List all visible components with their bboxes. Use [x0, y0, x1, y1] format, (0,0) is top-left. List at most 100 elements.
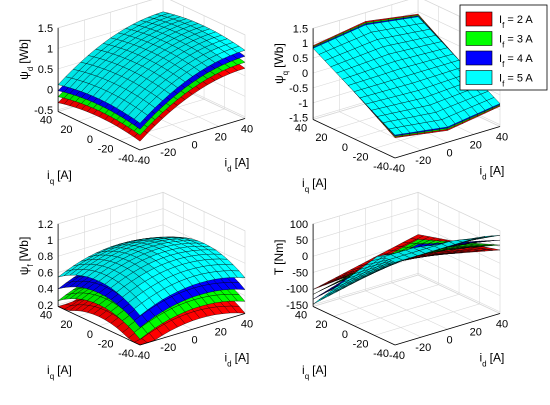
y-tick-label: 0	[87, 329, 93, 341]
z-axis-label: T[Nm]	[272, 239, 286, 275]
z-tick-label: 100	[290, 219, 308, 231]
y-tick-label: -20	[353, 338, 369, 350]
z-tick-label: -1	[298, 98, 308, 110]
x-axis-label: id [A]	[225, 350, 250, 368]
axis-labels: ψd[Wb] iq [A] id [A]	[17, 39, 249, 185]
y-tick-label: -40	[373, 348, 389, 360]
surface-if-5	[312, 16, 501, 136]
y-tick-label: 40	[40, 310, 52, 322]
surface-patch	[133, 302, 148, 316]
z-tick-label: 0.4	[38, 284, 53, 296]
z-tick-label: -100	[286, 284, 308, 296]
z-tick-label: 1	[47, 43, 53, 55]
z-grid-line	[313, 192, 501, 232]
y-tick-label: 20	[60, 124, 72, 136]
subplots-group: -40-200204040200-20-401.510.50-0.5ψd[Wb]…	[17, 0, 508, 380]
z-tick-label: 0.2	[38, 300, 53, 312]
surface-patch	[388, 257, 403, 263]
x-tick-label: 20	[215, 131, 227, 143]
x-axis-label: id [A]	[480, 163, 505, 181]
surfaces	[57, 11, 246, 142]
z-tick-label: -50	[292, 267, 308, 279]
x-tick-label: 0	[191, 139, 197, 151]
surface-patch	[133, 326, 148, 340]
tick-labels: -40 -20 0 20 40 40 20 0 -20 -40 1.5 1 0.5 0 -0.5	[34, 23, 253, 167]
legend: If = 2 A If = 3 A If = 4 A If = 5 A	[459, 4, 548, 91]
axis-lines	[312, 223, 501, 346]
surfaces	[312, 234, 501, 305]
y-tick-label: 40	[295, 123, 307, 135]
x-tick-label: -20	[160, 342, 176, 354]
subplot-3: -40-200204040200-20-401.210.80.60.40.2ψf…	[17, 191, 253, 381]
z-tick-label: -1.5	[289, 113, 308, 125]
y-tick-label: 0	[342, 142, 348, 154]
x-tick-label: 40	[241, 319, 253, 331]
y-tick-label: -40	[118, 153, 134, 165]
y-tick-label: 20	[315, 132, 327, 144]
x-tick-label: -20	[415, 155, 431, 167]
x-tick-label: 40	[241, 124, 253, 136]
y-tick-label: 40	[40, 115, 52, 127]
y-tick-label: 20	[315, 319, 327, 331]
z-tick-label: 0	[302, 68, 308, 80]
y-axis-label: iq [A]	[302, 363, 327, 381]
z-grid-line	[313, 208, 501, 248]
legend-label-if3: If = 3 A	[499, 34, 533, 50]
x-tick-label: 20	[470, 326, 482, 338]
z-tick-label: 0.5	[293, 53, 308, 65]
y-axis-label: iq [A]	[47, 363, 72, 381]
y-axis-line	[57, 111, 141, 151]
y-tick-label: 40	[295, 310, 307, 322]
x-tick-label: -40	[389, 350, 405, 362]
axis-labels: T[Nm] iq [A] id [A]	[272, 239, 504, 380]
legend-swatch-if2	[465, 11, 493, 27]
x-tick-label: -40	[389, 163, 405, 175]
x-axis-line	[394, 126, 501, 159]
x-tick-label: -20	[160, 147, 176, 159]
y-axis-label: iq [A]	[302, 176, 327, 194]
axis-labels: ψf[Wb] iq [A] id [A]	[17, 237, 249, 381]
y-tick-label: 0	[342, 329, 348, 341]
tick-labels: -40 -20 0 20 40 40 20 0 -20 -40 100 50 0 -50 -100 -150	[286, 219, 508, 362]
axis-labels: ψq[Wb] iq [A] id [A]	[272, 43, 504, 193]
z-tick-label: 0.8	[38, 251, 53, 263]
x-axis-label: id [A]	[480, 350, 505, 368]
z-tick-label: 0.5	[38, 64, 53, 76]
surface-if-5	[312, 235, 501, 305]
x-axis-line	[139, 313, 246, 346]
subplot-2: -40 -20 0 20 40 40 20 0 -20 -40 1.5 1 0.5 0 -0.5 -1 -1.5…	[272, 0, 508, 193]
y-tick-label: -20	[353, 151, 369, 163]
z-grid-line	[58, 224, 246, 264]
z-tick-label: -0.5	[289, 83, 308, 95]
y-axis-line	[312, 306, 396, 346]
surfaces	[312, 13, 501, 138]
z-tick-label: -0.5	[34, 105, 53, 117]
x-tick-label: -40	[134, 155, 150, 167]
y-tick-label: 0	[87, 134, 93, 146]
legend-label-if5: If = 5 A	[499, 73, 533, 89]
x-axis-label: id [A]	[225, 155, 250, 173]
grid-line	[333, 201, 439, 317]
tick-labels: -40 -20 0 20 40 40 20 0 -20 -40 1.5 1 0.5 0 -0.5 -1 -1.5	[289, 23, 508, 175]
x-tick-label: 0	[446, 147, 452, 159]
z-tick-label: 1.2	[38, 219, 53, 231]
x-tick-label: 20	[215, 326, 227, 338]
legend-label-if2: If = 2 A	[499, 14, 533, 30]
grid-line	[365, 208, 448, 330]
x-axis-line	[394, 313, 501, 346]
grid-line	[391, 200, 474, 322]
y-tick-label: -40	[373, 161, 389, 173]
z-grid-line	[58, 208, 246, 248]
surface-patch	[133, 110, 148, 124]
x-axis-line	[139, 118, 246, 151]
grid-line	[339, 215, 422, 338]
surface-patch	[318, 291, 333, 300]
z-tick-label: 0.6	[38, 267, 53, 279]
axis-lines	[57, 223, 246, 346]
legend-swatch-if5	[465, 70, 493, 85]
z-grid-line	[313, 273, 501, 313]
x-tick-label: 20	[470, 139, 482, 151]
z-tick-label: 1	[302, 38, 308, 50]
z-tick-label: 1.5	[38, 23, 53, 35]
